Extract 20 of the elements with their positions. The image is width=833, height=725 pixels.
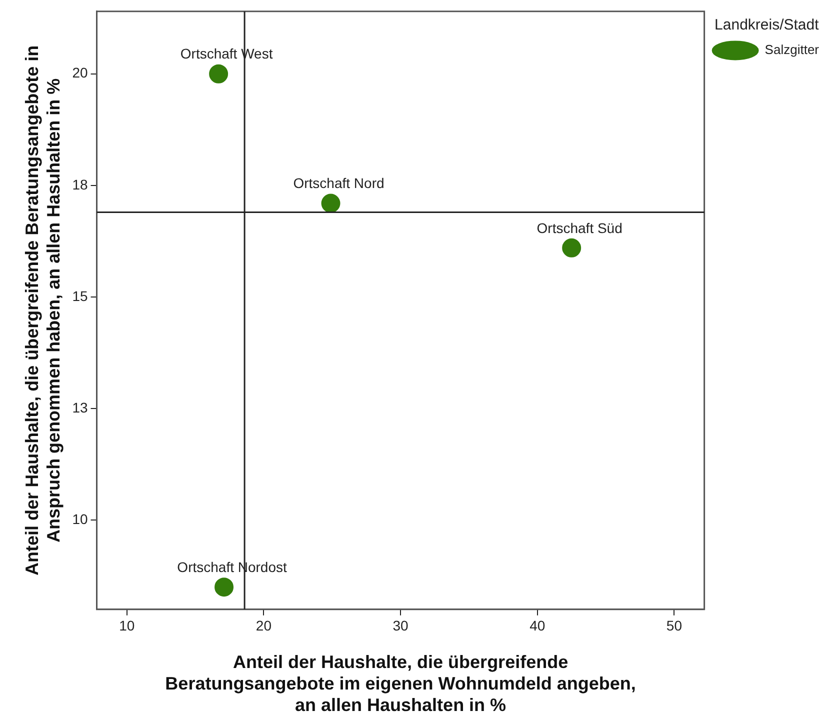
data-label: Ortschaft Süd	[536, 220, 622, 236]
point	[209, 64, 228, 84]
data-label: Ortschaft Nord	[293, 175, 384, 192]
point	[214, 578, 234, 597]
y-axis-title: Anteil der Haushalte, die übergreifende Beratungsangebote in Anspruch genommen haben, an allen Hasuhalten in %	[22, 45, 64, 576]
legend-title: Landkreis/Stadt	[714, 16, 820, 34]
y-tick-label: 10	[72, 511, 88, 528]
legend-label: Salzgitter	[764, 42, 820, 58]
x-axis-title: Anteil der Haushalte, die übergreifende Beratungsangebote im eigenen Wohnumdeld angeben, an allen Haushalten in %	[165, 652, 636, 716]
x-tick-label: 30	[392, 618, 409, 634]
x-tick-label: 20	[256, 618, 272, 634]
x-tick-label: 40	[530, 618, 546, 634]
x-tick-label: 50	[666, 618, 682, 634]
y-tick-label: 20	[72, 64, 88, 81]
y-tick-label: 18	[72, 176, 88, 192]
point	[321, 194, 340, 213]
y-tick-label: 13	[72, 399, 88, 416]
y-tick-label: 15	[72, 288, 88, 304]
point	[562, 238, 582, 258]
x-tick-label: 10	[119, 618, 135, 634]
